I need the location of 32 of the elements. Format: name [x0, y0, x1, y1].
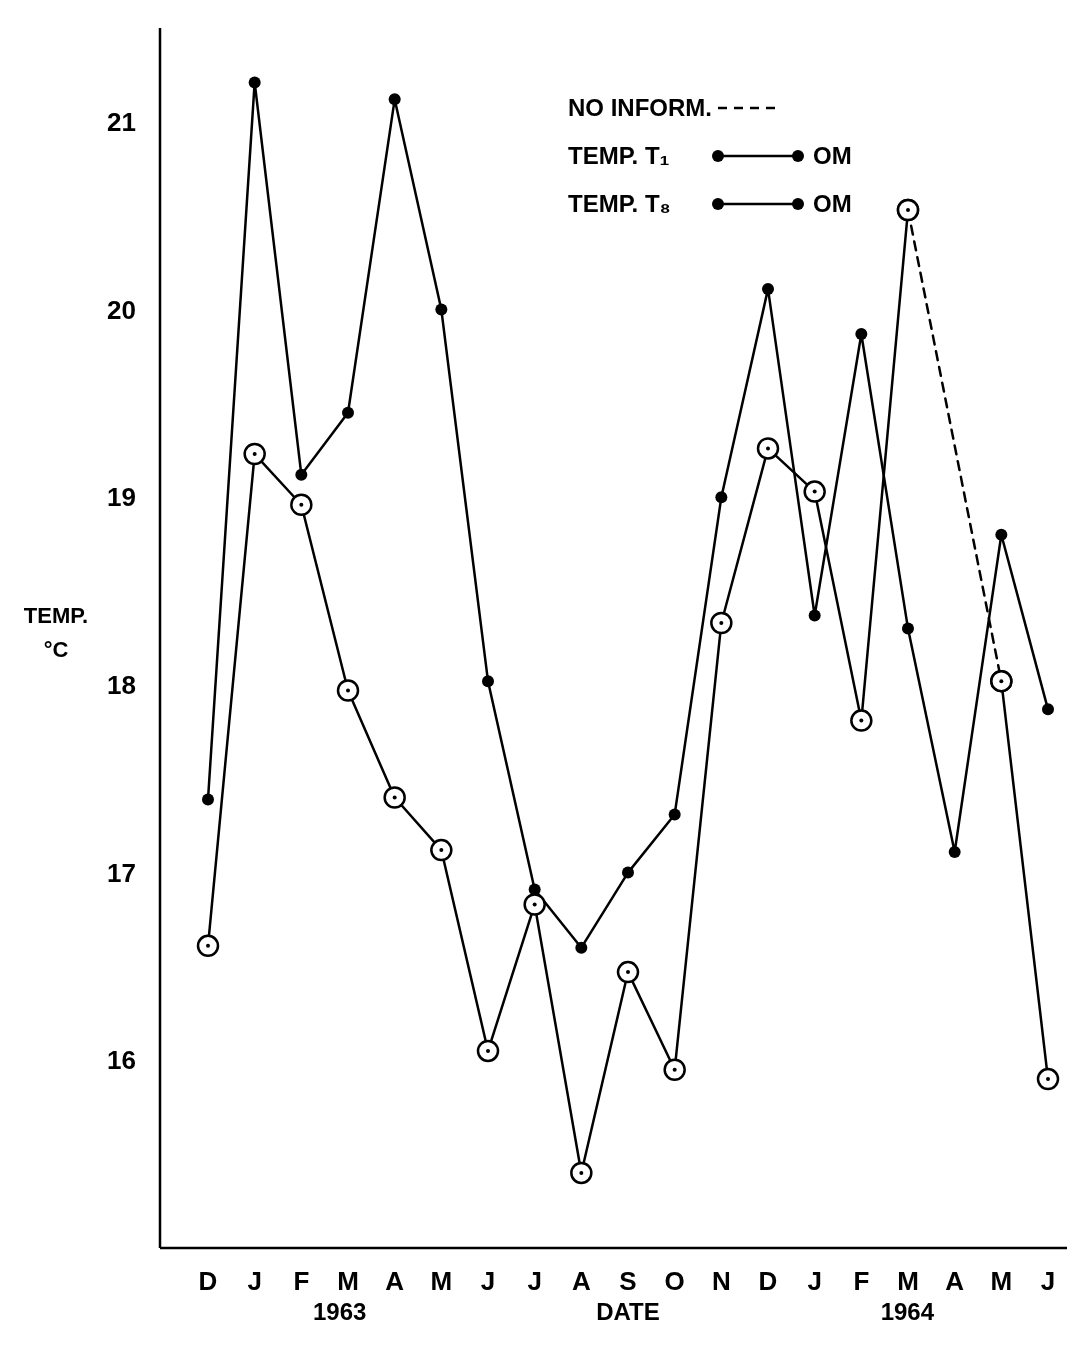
x-tick-label: S	[619, 1266, 637, 1296]
x-tick-label: D	[198, 1266, 218, 1296]
x-tick-label: A	[385, 1266, 405, 1296]
x-tick-label: O	[664, 1266, 685, 1296]
y-tick-label: 21	[107, 106, 136, 137]
x-tick-label: J	[807, 1266, 822, 1296]
legend-label: NO INFORM.	[568, 94, 712, 122]
x-tick-label: M	[430, 1266, 453, 1296]
x-tick-label: J	[247, 1266, 262, 1296]
x-tick-label: J	[527, 1266, 542, 1296]
y-tick-label: 16	[107, 1045, 136, 1076]
x-tick-label: A	[945, 1266, 965, 1296]
text: TEMP. T₁ OM	[568, 142, 852, 170]
x-tick-label: J	[1040, 1266, 1056, 1296]
text: 1963	[312, 1298, 367, 1325]
y-tick-label: 20	[107, 294, 136, 325]
x-tick-label: F	[853, 1266, 870, 1296]
x-axis-title: DATE	[596, 1298, 660, 1325]
x-tick-label: F	[293, 1266, 310, 1296]
x-tick-label: A	[571, 1266, 591, 1296]
x-tick-label: D	[758, 1266, 778, 1296]
x-tick-label: M	[337, 1266, 359, 1296]
y-tick-label: 18	[107, 670, 136, 701]
text: TEMP. T₈ OM	[568, 190, 852, 218]
x-tick-label: M	[897, 1266, 919, 1296]
y-axis-title: TEMP. °C	[23, 603, 89, 662]
y-tick-label: 17	[107, 857, 136, 888]
text: 1964	[880, 1298, 935, 1325]
x-tick-label: N	[711, 1266, 731, 1296]
x-tick-label: M	[990, 1266, 1013, 1296]
y-tick-label: 19	[107, 482, 136, 513]
x-tick-label: J	[480, 1266, 496, 1296]
